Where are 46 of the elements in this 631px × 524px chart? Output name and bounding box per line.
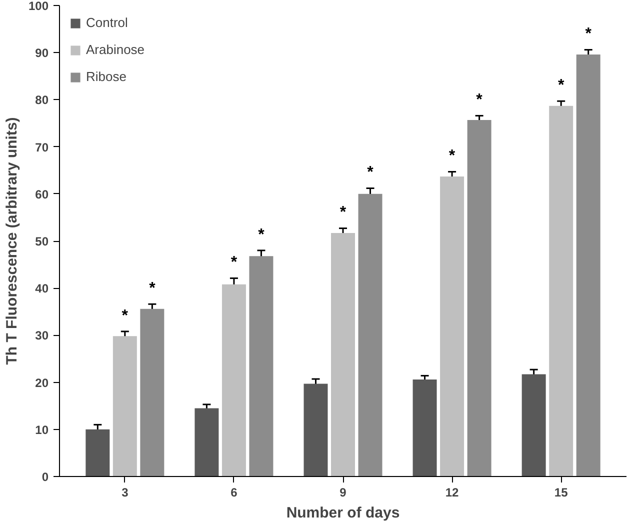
x-tick-label: 6 bbox=[230, 486, 238, 500]
y-tick-label: 70 bbox=[35, 140, 49, 154]
x-tick-label: 15 bbox=[554, 486, 568, 500]
legend-label: Control bbox=[86, 15, 128, 30]
y-tick-label: 30 bbox=[35, 328, 49, 343]
x-tick-label: 3 bbox=[122, 486, 129, 500]
bar bbox=[304, 384, 328, 476]
data-label: * bbox=[476, 92, 484, 109]
x-tick-label: 12 bbox=[445, 486, 460, 500]
x-axis-title: Number of days bbox=[286, 504, 400, 522]
data-label: * bbox=[340, 204, 347, 222]
data-label: * bbox=[258, 226, 266, 244]
y-tick-label: 0 bbox=[42, 470, 49, 484]
legend-label: Arabinose bbox=[86, 42, 145, 57]
data-label: * bbox=[230, 254, 238, 272]
y-tick-label: 80 bbox=[35, 93, 49, 108]
y-tick-label: 50 bbox=[35, 234, 49, 248]
bar bbox=[194, 408, 219, 476]
bar bbox=[358, 194, 382, 476]
bar bbox=[222, 284, 246, 476]
data-label: * bbox=[367, 164, 374, 182]
y-tick-label: 10 bbox=[35, 422, 49, 437]
bar bbox=[549, 106, 574, 476]
y-tick-label: 100 bbox=[28, 0, 49, 13]
y-axis-title: Th T Fluorescence (arbitrary units) bbox=[3, 117, 20, 365]
bar bbox=[249, 256, 274, 476]
bar bbox=[140, 308, 164, 476]
x-tick-label: 9 bbox=[340, 486, 347, 500]
y-tick-label: 90 bbox=[35, 46, 49, 60]
y-tick-label: 20 bbox=[35, 376, 49, 390]
bar bbox=[522, 374, 546, 476]
data-label: * bbox=[149, 280, 156, 298]
y-tick-label: 40 bbox=[35, 282, 49, 296]
bar bbox=[440, 176, 464, 476]
data-label: * bbox=[122, 307, 129, 324]
bar bbox=[331, 232, 355, 476]
legend-label: Ribose bbox=[86, 69, 126, 84]
bar bbox=[467, 120, 492, 476]
bar bbox=[112, 336, 137, 476]
data-label: * bbox=[448, 148, 456, 165]
bar bbox=[412, 379, 437, 476]
bar bbox=[576, 54, 600, 476]
bar bbox=[86, 429, 110, 476]
y-tick-label: 60 bbox=[35, 187, 49, 202]
data-label: * bbox=[558, 77, 565, 94]
data-label: * bbox=[585, 26, 592, 43]
